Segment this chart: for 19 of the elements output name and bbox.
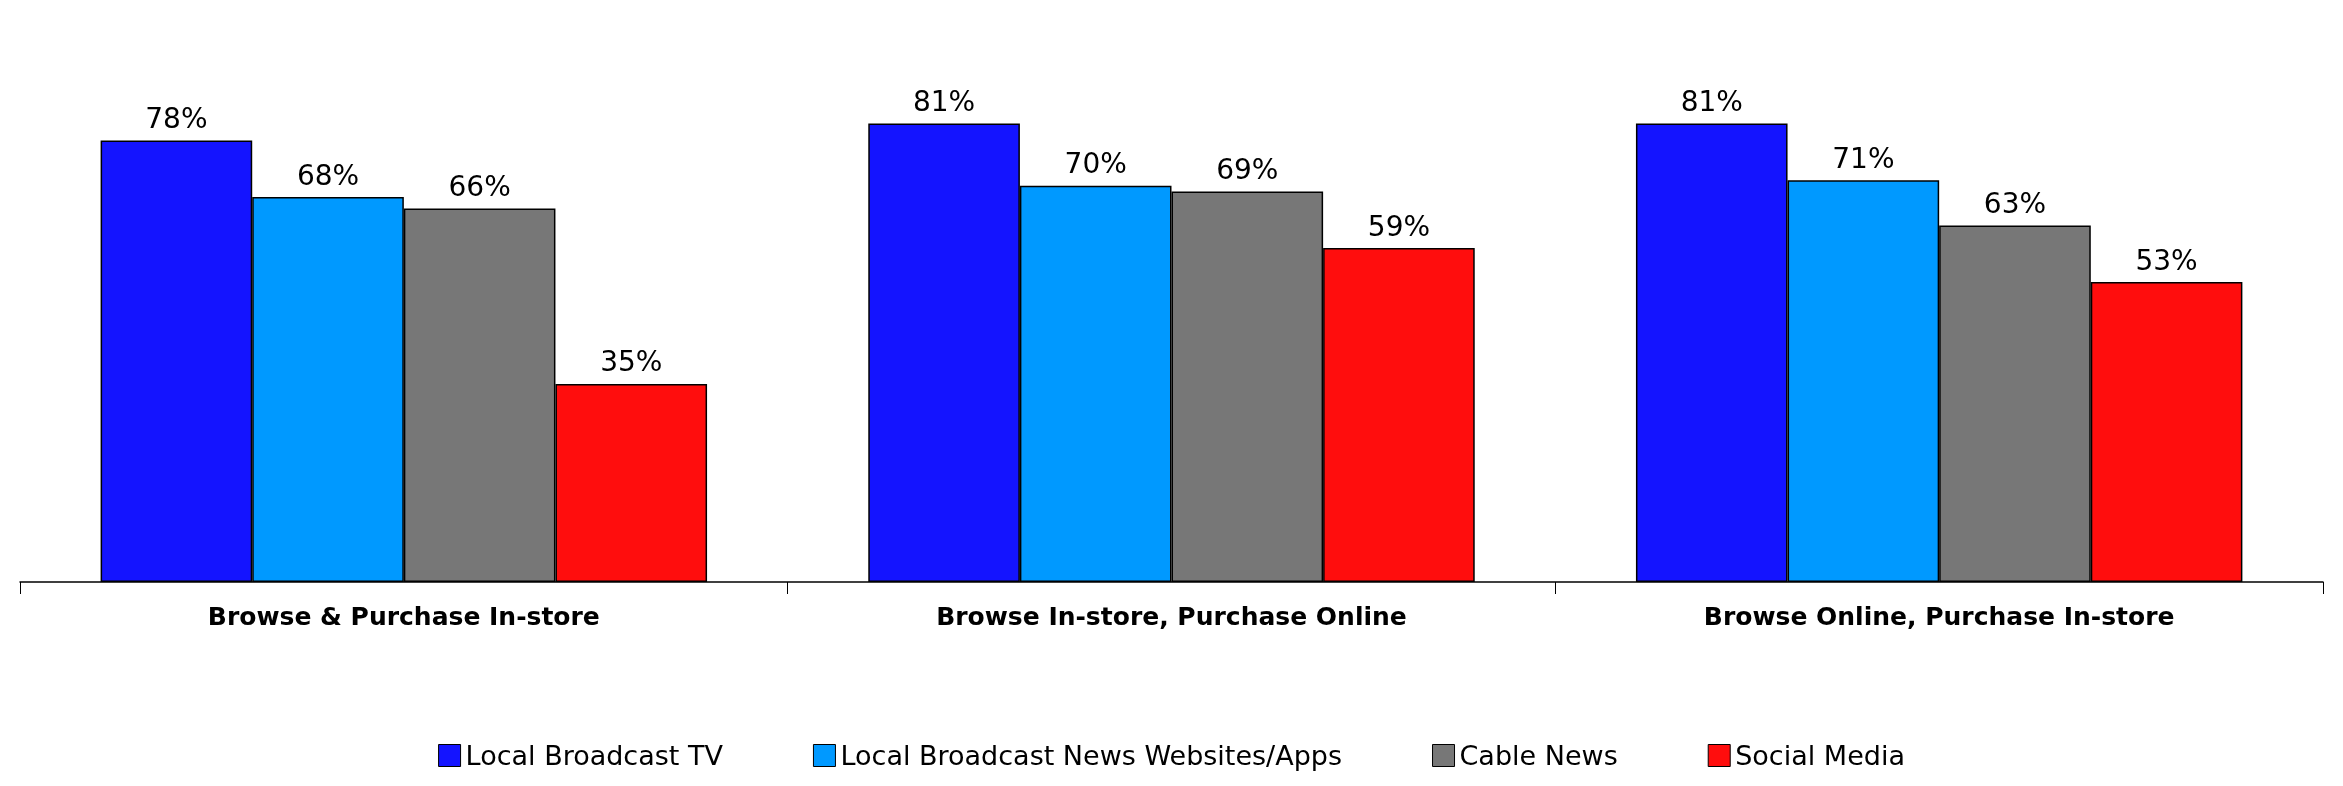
legend-label: Local Broadcast TV [465, 740, 724, 771]
data-label: 35% [600, 345, 663, 379]
data-label: 66% [448, 169, 511, 203]
data-label: 71% [1832, 141, 1895, 175]
x-tick-label: Browse & Purchase In-store [207, 602, 600, 631]
data-label: 81% [912, 85, 976, 119]
legend-label: Local Broadcast News Websites/Apps [840, 740, 1343, 771]
legend-label: Social Media [1735, 740, 1905, 771]
data-label: 78% [145, 102, 208, 136]
data-label: 81% [1680, 85, 1743, 119]
x-tick-label: Browse In-store, Purchase Online [936, 602, 1407, 631]
data-label: 63% [1983, 186, 2047, 220]
data-label: 68% [296, 158, 360, 192]
data-label: 53% [2135, 243, 2198, 277]
data-label: 70% [1064, 147, 1127, 181]
legend-label: Cable News [1459, 740, 1618, 771]
data-label: 69% [1216, 152, 1279, 186]
data-label: 59% [1367, 209, 1431, 243]
x-tick-label: Browse Online, Purchase In-store [1703, 602, 2175, 631]
